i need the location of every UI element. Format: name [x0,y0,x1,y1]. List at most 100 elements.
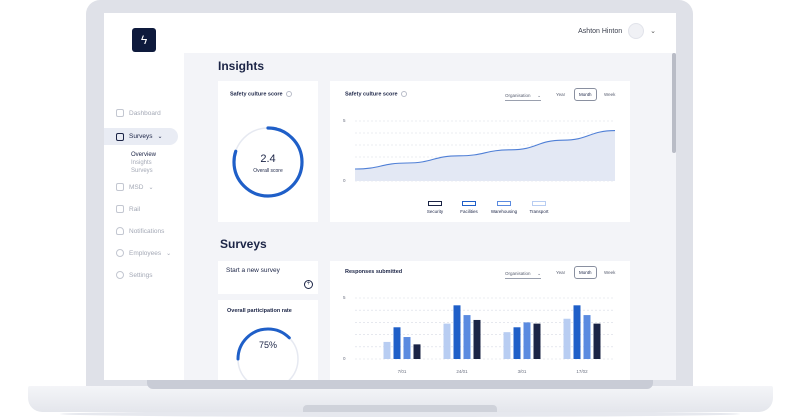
info-icon[interactable] [400,91,407,97]
bar[interactable] [453,305,461,359]
series-line [354,130,616,170]
area-fill [355,130,615,181]
person-icon [116,183,124,191]
bar[interactable] [503,332,511,359]
chevron-down-icon: ⌄ [166,250,172,257]
bar[interactable] [393,327,401,359]
bar[interactable] [573,305,581,359]
x-tick-label: 17/02 [576,369,588,374]
sidebar-item-surveys[interactable]: Surveys ⌄ [104,128,178,145]
y-tick-label: 0 [343,356,346,361]
period-year[interactable]: Year [556,92,566,97]
score-card: Safety culture score 2.4 Overall score [218,81,318,222]
user-menu[interactable]: Ashton Hinton ⌄ [578,23,656,39]
sidebar-item-label: Employees [129,249,162,257]
sidebar-item-msd[interactable]: MSD ⌄ [116,183,153,191]
start-survey-card[interactable]: Start a new survey + [218,261,318,294]
card-title: Responses submitted [345,269,403,275]
responses-card: Responses submitted Organisation ⌄ Year M… [330,261,630,380]
scrollbar[interactable] [672,53,676,153]
bar[interactable] [413,344,421,359]
bell-icon [116,227,124,235]
chevron-down-icon: ⌄ [148,184,154,191]
x-tick-label: 7/01 [398,369,407,374]
square-icon [116,205,124,213]
dropdown-value: Organisation [505,271,531,276]
chevron-down-icon: ⌄ [537,271,541,276]
participation-title: Overall participation rate [227,308,292,314]
y-tick-label: 5 [343,295,346,300]
bar[interactable] [593,323,601,359]
bar[interactable] [403,337,411,359]
score-caption: Overall score [253,168,283,174]
sidebar: Dashboard Surveys ⌄ Overview Insights Su… [104,53,184,380]
y-tick-label: 0 [343,178,346,183]
chevron-down-icon: ⌄ [537,93,541,98]
period-week[interactable]: Week [604,92,616,97]
chevron-down-icon[interactable]: ⌄ [650,28,656,35]
sidebar-item-settings[interactable]: Settings [116,271,153,279]
gear-icon [116,271,124,279]
surveys-heading: Surveys [220,237,267,251]
participation-value: 75% [258,340,277,350]
period-week[interactable]: Week [604,270,616,275]
sidebar-item-dashboard[interactable]: Dashboard [116,109,161,117]
sidebar-subitem-insights[interactable]: Insights [131,160,152,166]
app-screen: ϟ Ashton Hinton ⌄ Dashboard Surveys ⌄ Ov… [104,13,676,380]
bar[interactable] [583,315,591,359]
line-chart [354,120,616,182]
legend-warehousing[interactable]: Warehousing [485,201,523,214]
sidebar-item-label: Rail [129,205,141,213]
bar[interactable] [563,318,571,359]
chevron-down-icon: ⌄ [157,134,163,140]
user-name: Ashton Hinton [578,27,623,35]
start-survey-label: Start a new survey [226,267,280,274]
laptop-notch [303,405,497,412]
card-title: Safety culture score [345,91,407,97]
organisation-dropdown[interactable]: Organisation ⌄ [505,271,541,279]
sidebar-item-label: Settings [129,271,153,279]
legend-facilities[interactable]: Facilities [450,201,488,214]
plus-icon[interactable]: + [304,280,313,289]
sidebar-subitem-overview[interactable]: Overview [131,152,157,158]
period-month[interactable]: Month [574,88,597,101]
info-icon[interactable] [285,91,292,97]
app-logo[interactable]: ϟ [132,28,156,52]
score-value: 2.4 [260,153,276,165]
x-tick-label: 24/01 [456,369,468,374]
clipboard-icon [116,132,124,141]
sidebar-item-label: Dashboard [129,109,161,117]
bar[interactable] [443,323,451,359]
home-icon [116,109,124,117]
bar[interactable] [533,323,541,359]
sidebar-item-label: Surveys [129,133,153,140]
sidebar-item-rail[interactable]: Rail [116,205,140,213]
bar[interactable] [383,341,391,359]
period-year[interactable]: Year [556,270,566,275]
legend-security[interactable]: Security [416,201,454,214]
laptop-hinge [147,380,653,389]
sidebar-item-notifications[interactable]: Notifications [116,227,164,235]
sidebar-subitem-surveys[interactable]: Surveys [131,168,153,174]
sidebar-item-label: MSD [129,183,144,191]
card-title: Safety culture score [230,91,292,97]
bar[interactable] [523,322,531,359]
insights-heading: Insights [218,59,265,73]
y-tick-label: 5 [343,118,346,123]
line-chart-card: Safety culture score Organisation ⌄ Year … [330,81,630,222]
participation-gauge [236,327,300,380]
bar-chart: 7/01 24/01 3/01 17/02 [355,297,615,374]
sidebar-item-employees[interactable]: Employees ⌄ [116,249,171,257]
bar[interactable] [473,319,481,359]
sidebar-item-label: Notifications [129,227,165,235]
period-month[interactable]: Month [574,266,597,279]
bar[interactable] [513,327,521,359]
people-icon [116,249,124,257]
main-content: Insights Safety culture score 2.4 Overal… [184,53,676,380]
organisation-dropdown[interactable]: Organisation ⌄ [505,93,541,101]
legend-transport[interactable]: Transport [520,201,558,214]
avatar[interactable] [628,23,645,39]
laptop-shadow [60,411,740,417]
bar[interactable] [463,315,471,359]
score-gauge [232,126,304,198]
